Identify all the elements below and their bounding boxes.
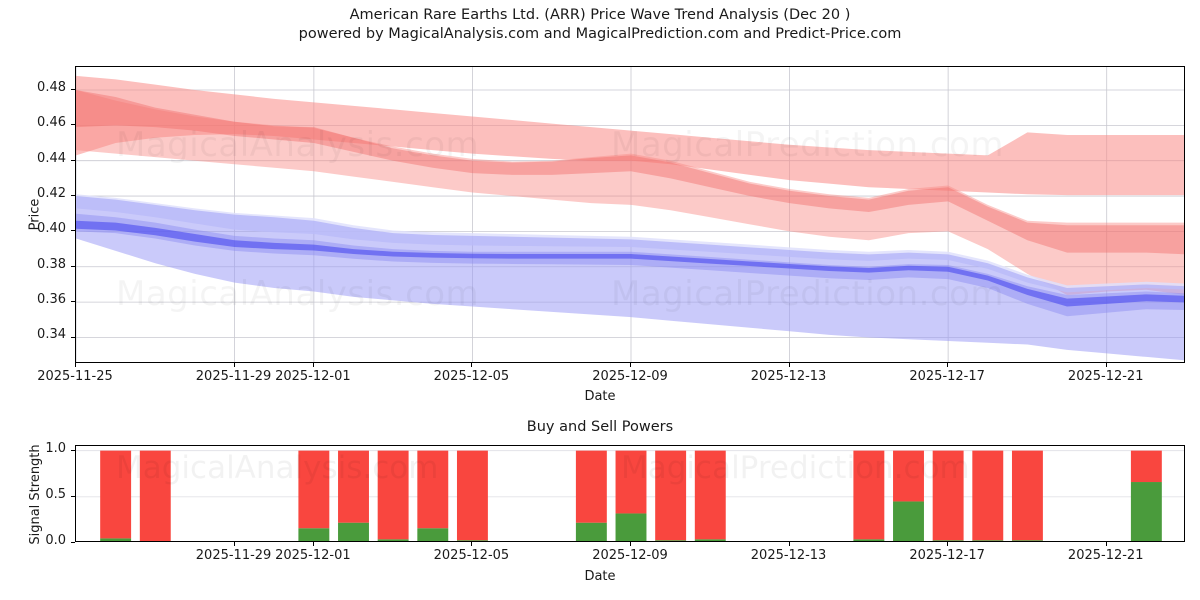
signal-ytick-mark	[71, 542, 75, 543]
signal-xtick-label: 2025-12-13	[750, 548, 827, 563]
price-ytick-label: 0.44	[37, 150, 66, 166]
price-ytick-mark	[71, 336, 75, 338]
signal-ytick-mark	[71, 495, 75, 497]
price-xtick-label: 2025-11-25	[37, 369, 113, 384]
price-xtick-mark	[630, 363, 631, 367]
signal-ytick-label: 1.0	[45, 440, 66, 456]
price-xtick-label: 2025-12-17	[909, 369, 985, 384]
chart-subtitle: powered by MagicalAnalysis.com and Magic…	[298, 26, 902, 42]
price-ytick-label: 0.46	[37, 115, 66, 131]
price-xtick-mark	[1105, 363, 1107, 367]
price-x-axis-label: Date	[584, 389, 616, 404]
signal-xtick-label: 2025-12-17	[909, 548, 985, 563]
signal-xtick-mark	[312, 542, 314, 546]
signal-x-axis-label: Date	[584, 569, 616, 584]
price-ytick-mark	[71, 265, 75, 267]
signal-xtick-mark	[788, 542, 790, 546]
price-xtick-mark	[312, 363, 314, 367]
price-ytick-mark	[71, 124, 75, 126]
signal-y-axis-label: Signal Strength	[28, 444, 43, 545]
signal-xtick-mark	[947, 542, 949, 546]
signal-xtick-mark	[1105, 542, 1107, 546]
signal-ytick-mark	[71, 449, 75, 451]
price-xtick-mark	[233, 363, 235, 367]
price-xtick-label: 2025-11-29	[195, 369, 272, 384]
signal-xtick-label: 2025-11-29	[195, 548, 272, 563]
signal-xtick-mark	[630, 542, 631, 546]
signal-ytick-label: 0.0	[45, 533, 66, 548]
price-xtick-label: 2025-12-01	[275, 369, 351, 384]
price-ytick-mark	[71, 230, 75, 232]
price-ytick-mark	[71, 89, 75, 90]
price-xtick-mark	[788, 363, 790, 367]
price-plot-area: MagicalAnalysis.com MagicalPrediction.co…	[75, 66, 1185, 363]
signal-xtick-label: 2025-12-05	[433, 548, 510, 563]
signal-xtick-label: 2025-12-09	[592, 548, 668, 563]
chart-title: American Rare Earths Ltd. (ARR) Price Wa…	[349, 7, 851, 23]
signal-xtick-label: 2025-12-21	[1067, 548, 1144, 563]
price-panel: MagicalAnalysis.com MagicalPrediction.co…	[27, 66, 1185, 404]
signal-plot-area: MagicalAnalysis.com MagicalPrediction.co…	[75, 445, 1185, 542]
price-xtick-label: 2025-12-09	[592, 369, 668, 384]
price-ytick-mark	[71, 159, 75, 161]
signal-panel: Buy and Sell Powers MagicalAnalysis.com …	[0, 405, 1200, 600]
price-ytick-label: 0.36	[37, 292, 66, 308]
price-wave-bands	[76, 67, 1184, 362]
price-ytick-mark	[71, 301, 75, 303]
page-title: American Rare Earths Ltd. (ARR) Price Wa…	[0, 6, 1200, 44]
signal-xtick-mark	[471, 542, 473, 546]
price-ytick-label: 0.48	[37, 79, 66, 95]
price-ytick-mark	[71, 195, 75, 197]
price-xtick-label: 2025-12-13	[750, 369, 827, 384]
price-ytick-label: 0.38	[37, 256, 66, 272]
signal-xtick-mark	[233, 542, 235, 546]
signal-chart-title: Buy and Sell Powers	[526, 419, 674, 435]
price-xtick-label: 2025-12-05	[433, 369, 510, 384]
price-ytick-label: 0.34	[37, 327, 66, 343]
price-xtick-mark	[471, 363, 473, 367]
buy-sell-bars	[76, 450, 1184, 541]
price-xtick-label: 2025-12-21	[1067, 369, 1144, 384]
price-ytick-label: 0.42	[37, 186, 66, 202]
signal-ytick-label: 0.5	[45, 486, 66, 502]
signal-xtick-label: 2025-12-01	[275, 548, 351, 563]
price-y-axis-label: Price	[27, 198, 43, 231]
price-xtick-mark	[947, 363, 949, 367]
price-xtick-mark	[75, 363, 76, 367]
price-ytick-label: 0.40	[37, 221, 66, 237]
